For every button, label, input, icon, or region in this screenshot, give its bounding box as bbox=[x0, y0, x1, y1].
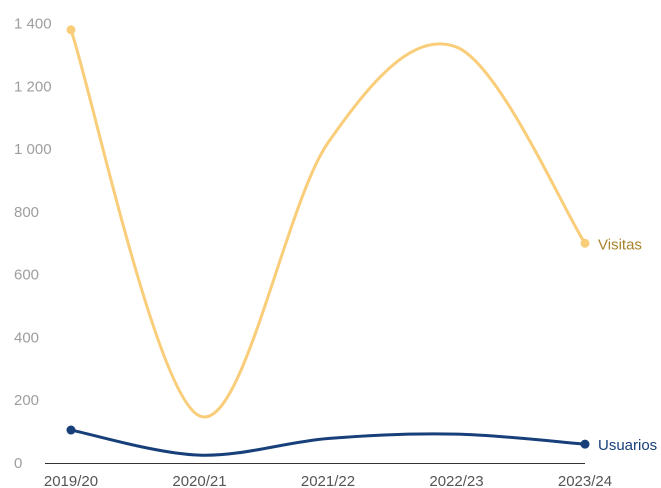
series-line-visitas bbox=[69, 28, 587, 419]
series-label-visitas: Visitas bbox=[598, 236, 642, 253]
data-point-visitas bbox=[66, 25, 76, 35]
x-axis-ticks: 2019/20 2020/21 2021/22 2022/23 2023/24 bbox=[44, 473, 612, 488]
x-tick-label: 2020/21 bbox=[172, 473, 226, 488]
y-tick-label: 0 bbox=[14, 455, 22, 472]
series-line-usuarios bbox=[69, 428, 587, 457]
y-tick-label: 400 bbox=[14, 329, 39, 346]
series-visitas: Visitas bbox=[66, 25, 642, 419]
data-point-visitas bbox=[580, 238, 590, 248]
x-tick-label: 2019/20 bbox=[44, 473, 98, 488]
y-tick-label: 1 000 bbox=[14, 141, 52, 158]
series-label-usuarios: Usuarios bbox=[598, 437, 657, 454]
series-usuarios: Usuarios bbox=[66, 425, 657, 457]
data-point-usuarios bbox=[66, 425, 76, 435]
x-tick-label: 2023/24 bbox=[558, 473, 612, 488]
x-tick-label: 2021/22 bbox=[301, 473, 355, 488]
y-axis-ticks: 0 200 400 600 800 1 000 1 200 1 400 bbox=[14, 16, 52, 473]
data-point-usuarios bbox=[580, 439, 590, 449]
x-tick-label: 2022/23 bbox=[429, 473, 483, 488]
series-group: Visitas Usuarios bbox=[66, 25, 657, 457]
y-tick-label: 1 400 bbox=[14, 16, 52, 33]
y-tick-label: 600 bbox=[14, 267, 39, 284]
y-tick-label: 1 200 bbox=[14, 78, 52, 95]
y-tick-label: 800 bbox=[14, 204, 39, 221]
y-tick-label: 200 bbox=[14, 392, 39, 409]
